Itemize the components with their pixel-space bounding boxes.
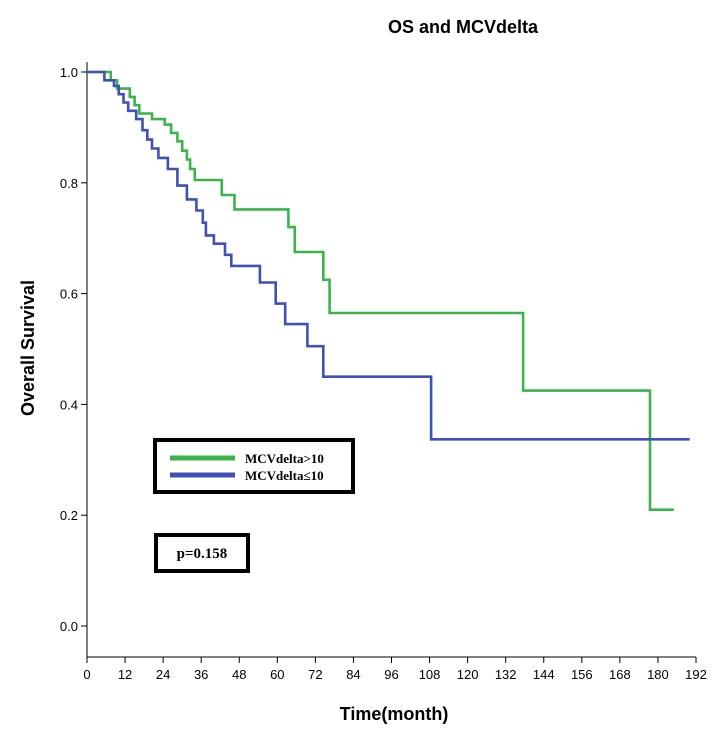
- y-axis-label: Overall Survival: [18, 280, 38, 416]
- x-tick-label: 48: [232, 667, 246, 682]
- legend-frame: [153, 438, 355, 494]
- p-value-box: p=0.158: [154, 533, 250, 573]
- x-tick-label: 120: [457, 667, 479, 682]
- y-tick-label: 0.0: [60, 619, 78, 634]
- x-tick-label: 12: [118, 667, 132, 682]
- x-tick-label: 96: [384, 667, 398, 682]
- x-tick-label: 60: [270, 667, 284, 682]
- x-tick-label: 0: [83, 667, 90, 682]
- x-tick-label: 156: [571, 667, 593, 682]
- x-tick-label: 132: [495, 667, 517, 682]
- legend-box: MCVdelta>10 MCVdelta≤10: [153, 438, 355, 494]
- x-axis-label: Time(month): [340, 704, 449, 724]
- p-value-frame: [154, 533, 250, 573]
- chart-title: OS and MCVdelta: [388, 17, 539, 37]
- p-value-text: p=0.158: [177, 546, 228, 562]
- y-tick-label: 0.2: [60, 508, 78, 523]
- series-line-mcvdelta-high: [87, 70, 674, 511]
- y-tick-label: 1.0: [60, 65, 78, 80]
- legend-label-mcvdelta-high: MCVdelta>10: [245, 451, 324, 466]
- y-tick-label: 0.8: [60, 176, 78, 191]
- x-tick-label: 192: [685, 667, 707, 682]
- series-group: [87, 70, 690, 511]
- x-tick-label: 144: [533, 667, 555, 682]
- legend-label-mcvdelta-low: MCVdelta≤10: [245, 468, 324, 483]
- x-tick-label: 24: [156, 667, 170, 682]
- ticks: 0 12 24 36 48 60 72 84 96 108 120 132 144 156 168 180 19…: [60, 65, 707, 682]
- y-tick-label: 0.4: [60, 397, 78, 412]
- x-tick-label: 36: [194, 667, 208, 682]
- y-tick-label: 0.6: [60, 287, 78, 302]
- x-tick-label: 168: [609, 667, 631, 682]
- x-tick-label: 84: [346, 667, 360, 682]
- x-tick-label: 72: [308, 667, 322, 682]
- x-tick-label: 180: [647, 667, 669, 682]
- x-tick-label: 108: [419, 667, 441, 682]
- series-line-mcvdelta-low: [87, 70, 690, 441]
